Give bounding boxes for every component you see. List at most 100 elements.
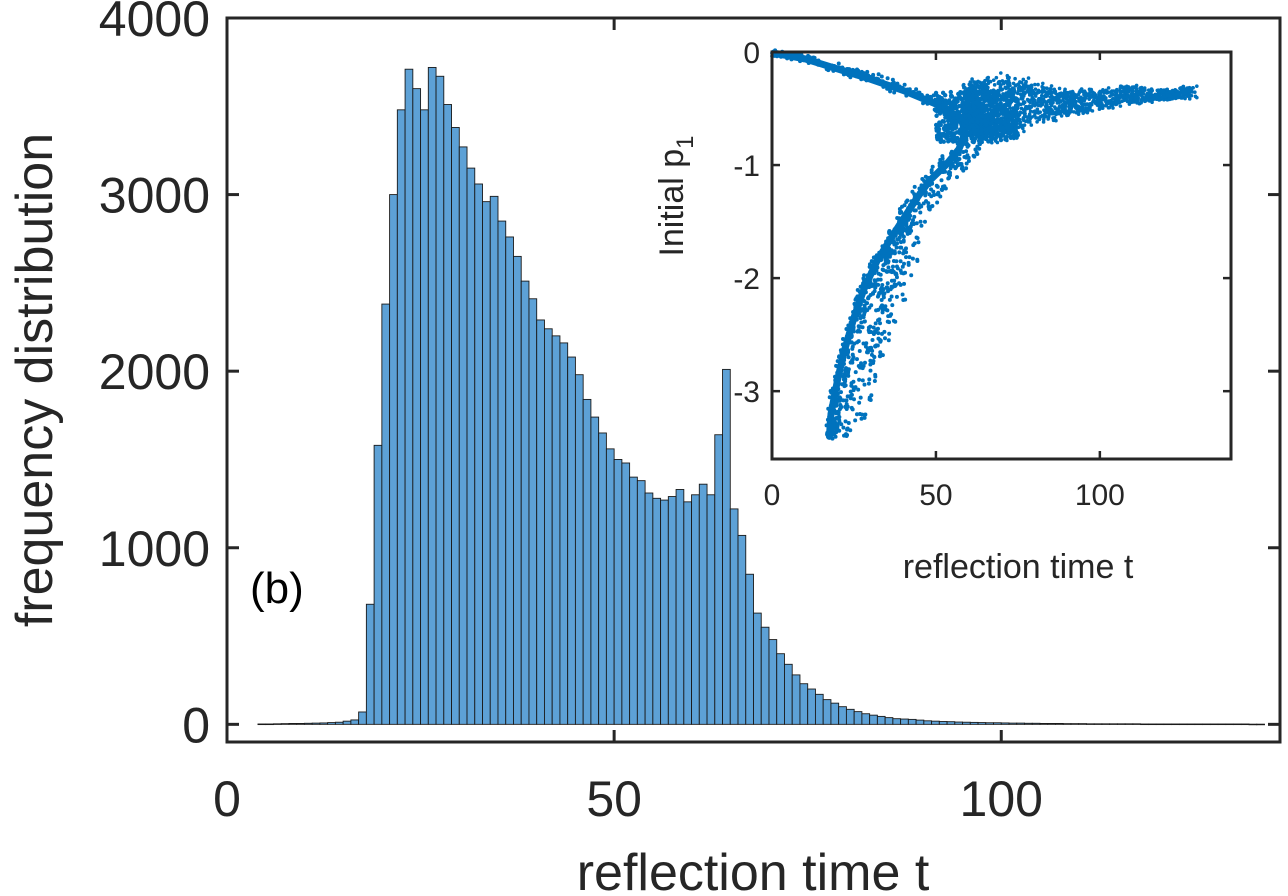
scatter-point [1009,134,1014,140]
scatter-point [910,221,915,226]
scatter-point [1038,104,1043,108]
histogram-bar [629,476,638,725]
scatter-point [803,56,808,61]
scatter-point [927,207,932,212]
scatter-point [898,229,903,234]
scatter-point [891,229,896,234]
scatter-point [872,379,877,384]
scatter-point [1067,105,1071,110]
scatter-point [1083,92,1087,97]
scatter-point [858,314,863,319]
scatter-point [897,250,902,255]
scatter-point [851,385,856,390]
scatter-point [952,123,957,128]
scatter-point [849,316,854,321]
scatter-point [906,260,911,265]
scatter-point [980,83,984,88]
scatter-point [948,89,954,95]
scatter-point [900,264,905,269]
scatter-point [993,108,999,114]
scatter-point [1039,93,1044,98]
histogram-bar [931,720,940,725]
scatter-point [850,358,855,363]
scatter-point [850,346,855,351]
scatter-point [971,139,976,145]
scatter-point [858,395,863,400]
scatter-point [1026,76,1031,80]
scatter-point [1172,93,1177,97]
scatter-point [906,227,911,232]
scatter-point [980,113,985,119]
scatter-point [885,308,890,313]
scatter-point [876,307,881,312]
histogram-bar [745,573,754,725]
scatter-point [1087,102,1092,106]
scatter-point [857,349,862,354]
scatter-point [1125,94,1129,99]
scatter-point [940,156,945,161]
scatter-point [1018,110,1022,114]
scatter-point [834,391,839,396]
histogram-bar [551,335,561,725]
scatter-point [1079,89,1083,93]
scatter-point [1021,111,1026,115]
main-x-axis-title: reflection time t [577,844,930,896]
histogram-bar [373,444,383,725]
scatter-point [858,284,863,289]
scatter-point [1091,100,1095,104]
scatter-point [945,130,951,135]
scatter-point [1101,94,1106,98]
scatter-point [868,368,873,373]
scatter-point [848,320,853,325]
scatter-point [857,400,862,405]
histogram-bar [482,201,491,725]
scatter-point [947,98,952,103]
scatter-point [1195,95,1199,100]
scatter-point [862,360,867,365]
scatter-point [950,101,955,107]
scatter-point [999,83,1003,87]
scatter-point [1028,120,1032,124]
histogram-bar [1171,723,1180,726]
scatter-point [998,101,1003,106]
scatter-point [928,176,933,181]
scatter-point [954,155,959,160]
scatter-point [1107,105,1112,110]
scatter-point [825,432,830,437]
scatter-point [968,82,972,86]
scatter-point [994,124,1000,129]
scatter-point [863,344,868,349]
scatter-point [966,91,971,96]
scatter-point [850,407,855,412]
scatter-point [1111,96,1115,101]
scatter-point [874,253,879,258]
y-tick-label: 4000 [99,0,210,47]
histogram-bar [1062,723,1072,725]
scatter-point [1007,93,1012,99]
scatter-point [994,75,999,80]
histogram-bars [257,66,1265,726]
scatter-point [886,338,891,343]
scatter-point [859,364,864,369]
scatter-point [1071,103,1076,108]
scatter-point [973,100,979,106]
scatter-point [934,108,939,114]
scatter-point [1080,109,1085,113]
inset-y-axis-title-main: Initial p [653,149,691,257]
scatter-point [859,416,864,421]
histogram-bar [358,711,367,725]
histogram-bar [807,688,816,725]
scatter-point [960,113,966,119]
histogram-bar [706,494,716,725]
scatter-point [1003,79,1008,84]
histogram-bar [1124,723,1134,725]
scatter-point [1162,95,1166,99]
scatter-point [947,175,952,180]
scatter-point [1024,106,1029,111]
scatter-point [1158,89,1163,94]
scatter-point [1126,85,1131,89]
histogram-bar [1233,723,1242,726]
histogram-bar [845,708,855,725]
scatter-point [1181,88,1185,93]
